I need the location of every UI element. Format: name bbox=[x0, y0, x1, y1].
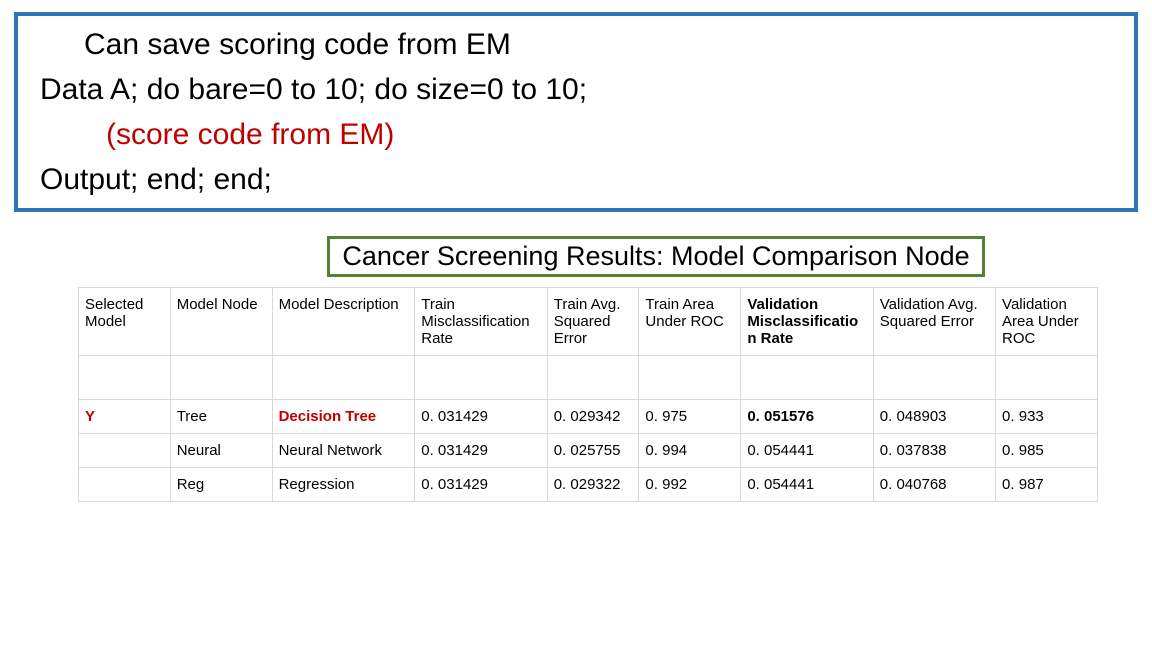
cell-troc: 0. 992 bbox=[639, 468, 741, 502]
table-row: NeuralNeural Network0. 0314290. 0257550.… bbox=[79, 434, 1098, 468]
cell-tmr: 0. 031429 bbox=[415, 400, 547, 434]
cell-vmr: 0. 051576 bbox=[741, 400, 873, 434]
cell-selected bbox=[79, 434, 171, 468]
code-line-3: (score code from EM) bbox=[40, 112, 1122, 157]
cell-node: Reg bbox=[170, 468, 272, 502]
cell-selected: Y bbox=[79, 400, 171, 434]
col-valid-avg-sq-err: Validation Avg. Squared Error bbox=[873, 288, 995, 356]
cell-tase: 0. 029342 bbox=[547, 400, 639, 434]
code-box: Can save scoring code from EM Data A; do… bbox=[14, 12, 1138, 212]
cell-node: Neural bbox=[170, 434, 272, 468]
table-row: YTreeDecision Tree0. 0314290. 0293420. 9… bbox=[79, 400, 1098, 434]
cell-vase: 0. 037838 bbox=[873, 434, 995, 468]
cell-tmr: 0. 031429 bbox=[415, 468, 547, 502]
table-row: RegRegression0. 0314290. 0293220. 9920. … bbox=[79, 468, 1098, 502]
cell-troc: 0. 994 bbox=[639, 434, 741, 468]
table-header: Selected Model Model Node Model Descript… bbox=[79, 288, 1098, 356]
code-line-1: Can save scoring code from EM bbox=[40, 22, 1122, 67]
col-model-node: Model Node bbox=[170, 288, 272, 356]
cell-node: Tree bbox=[170, 400, 272, 434]
col-train-avg-sq-err: Train Avg. Squared Error bbox=[547, 288, 639, 356]
results-table: Selected Model Model Node Model Descript… bbox=[78, 287, 1098, 502]
cell-tase: 0. 025755 bbox=[547, 434, 639, 468]
code-red-segment: (score code from EM) bbox=[106, 118, 394, 151]
cell-desc: Neural Network bbox=[272, 434, 415, 468]
col-valid-misclass: Validation Misclassification Rate bbox=[741, 288, 873, 356]
cell-vroc: 0. 933 bbox=[996, 400, 1098, 434]
cell-tase: 0. 029322 bbox=[547, 468, 639, 502]
cell-vmr: 0. 054441 bbox=[741, 468, 873, 502]
cell-troc: 0. 975 bbox=[639, 400, 741, 434]
code-line-2: Data A; do bare=0 to 10; do size=0 to 10… bbox=[40, 67, 1122, 112]
col-valid-area-roc: Validation Area Under ROC bbox=[996, 288, 1098, 356]
code-line-4: Output; end; end; bbox=[40, 157, 1122, 202]
cell-vase: 0. 048903 bbox=[873, 400, 995, 434]
cell-desc: Decision Tree bbox=[272, 400, 415, 434]
cell-vroc: 0. 987 bbox=[996, 468, 1098, 502]
cell-vroc: 0. 985 bbox=[996, 434, 1098, 468]
col-selected-model: Selected Model bbox=[79, 288, 171, 356]
cell-vmr: 0. 054441 bbox=[741, 434, 873, 468]
col-model-desc: Model Description bbox=[272, 288, 415, 356]
col-train-misclass: Train Misclassification Rate bbox=[415, 288, 547, 356]
cell-tmr: 0. 031429 bbox=[415, 434, 547, 468]
col-train-area-roc: Train Area Under ROC bbox=[639, 288, 741, 356]
cell-desc: Regression bbox=[272, 468, 415, 502]
title-wrap: Cancer Screening Results: Model Comparis… bbox=[14, 236, 1138, 277]
table-body: YTreeDecision Tree0. 0314290. 0293420. 9… bbox=[79, 356, 1098, 502]
cell-vase: 0. 040768 bbox=[873, 468, 995, 502]
results-title: Cancer Screening Results: Model Comparis… bbox=[327, 236, 984, 277]
table-spacer-row bbox=[79, 356, 1098, 400]
cell-selected bbox=[79, 468, 171, 502]
